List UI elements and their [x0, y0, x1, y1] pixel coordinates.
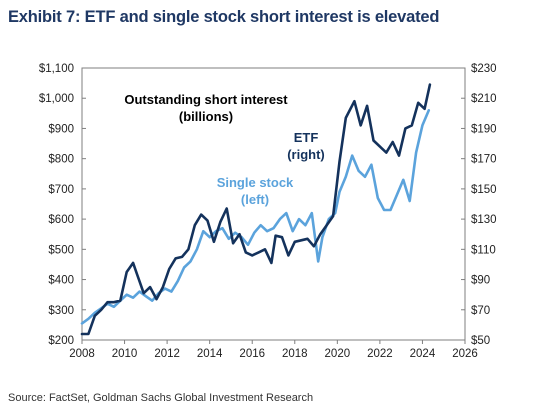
- annotation-outstanding-line2: (billions): [179, 109, 233, 124]
- right-tick-label: $90: [471, 275, 490, 287]
- x-tick-label: 2024: [410, 348, 436, 360]
- plot-border: [81, 67, 466, 341]
- right-tick-label: $110: [471, 244, 496, 256]
- x-tick-label: 2008: [69, 348, 95, 360]
- chart: $200 $300 $400 $500 $600 $700 $800 $900 $1,000 $1…: [39, 63, 497, 360]
- x-tick-label: 2022: [367, 348, 393, 360]
- left-tick-label: $500: [48, 244, 74, 256]
- right-tick-label: $150: [471, 184, 497, 196]
- x-tick-label: 2010: [112, 348, 138, 360]
- left-tick-label: $600: [48, 214, 74, 226]
- right-tick-label: $190: [471, 123, 497, 135]
- right-tick-label: $170: [471, 154, 497, 166]
- series-lines: [80, 83, 432, 336]
- annotation-single-line1: Single stock: [217, 175, 294, 190]
- x-tick-label: 2014: [197, 348, 223, 360]
- annotation-etf-line2: (right): [287, 147, 325, 162]
- x-tick-label: 2016: [239, 348, 265, 360]
- annotation-outstanding-line1: Outstanding short interest: [124, 92, 288, 107]
- left-tick-label: $800: [48, 154, 74, 166]
- x-tick-label: 2012: [154, 348, 180, 360]
- left-tick-label: $700: [48, 184, 74, 196]
- right-tick-label: $130: [471, 214, 497, 226]
- plot-frame: [81, 67, 466, 341]
- annotation-etf-line1: ETF: [294, 130, 319, 145]
- x-tick-label: 2026: [452, 348, 478, 360]
- left-tick-label: $400: [48, 275, 74, 287]
- x-axis: 2008 2010 2012 2014 2016 2018 2020 2022 2024 2026: [69, 340, 478, 360]
- left-axis: $200 $300 $400 $500 $600 $700 $800 $900 $1,000 $1…: [39, 63, 86, 347]
- left-tick-label: $200: [48, 335, 74, 347]
- series-line-single-stock: [80, 109, 431, 325]
- source-note: Source: FactSet, Goldman Sachs Global In…: [8, 392, 314, 404]
- series-line-etf: [80, 83, 432, 336]
- left-tick-label: $1,100: [39, 63, 74, 75]
- right-tick-label: $230: [471, 63, 497, 75]
- right-axis: $50 $70 $90 $110 $130 $150 $170 $190 $210 $230: [461, 63, 497, 347]
- x-tick-label: 2018: [282, 348, 308, 360]
- annotation-single-line2: (left): [241, 192, 269, 207]
- x-tick-label: 2020: [325, 348, 351, 360]
- left-tick-label: $300: [48, 305, 74, 317]
- left-tick-label: $1,000: [39, 93, 74, 105]
- left-tick-label: $900: [48, 123, 74, 135]
- right-tick-label: $70: [471, 305, 490, 317]
- chart-title: Exhibit 7: ETF and single stock short in…: [8, 8, 440, 26]
- right-tick-label: $50: [471, 335, 490, 347]
- right-tick-label: $210: [471, 93, 497, 105]
